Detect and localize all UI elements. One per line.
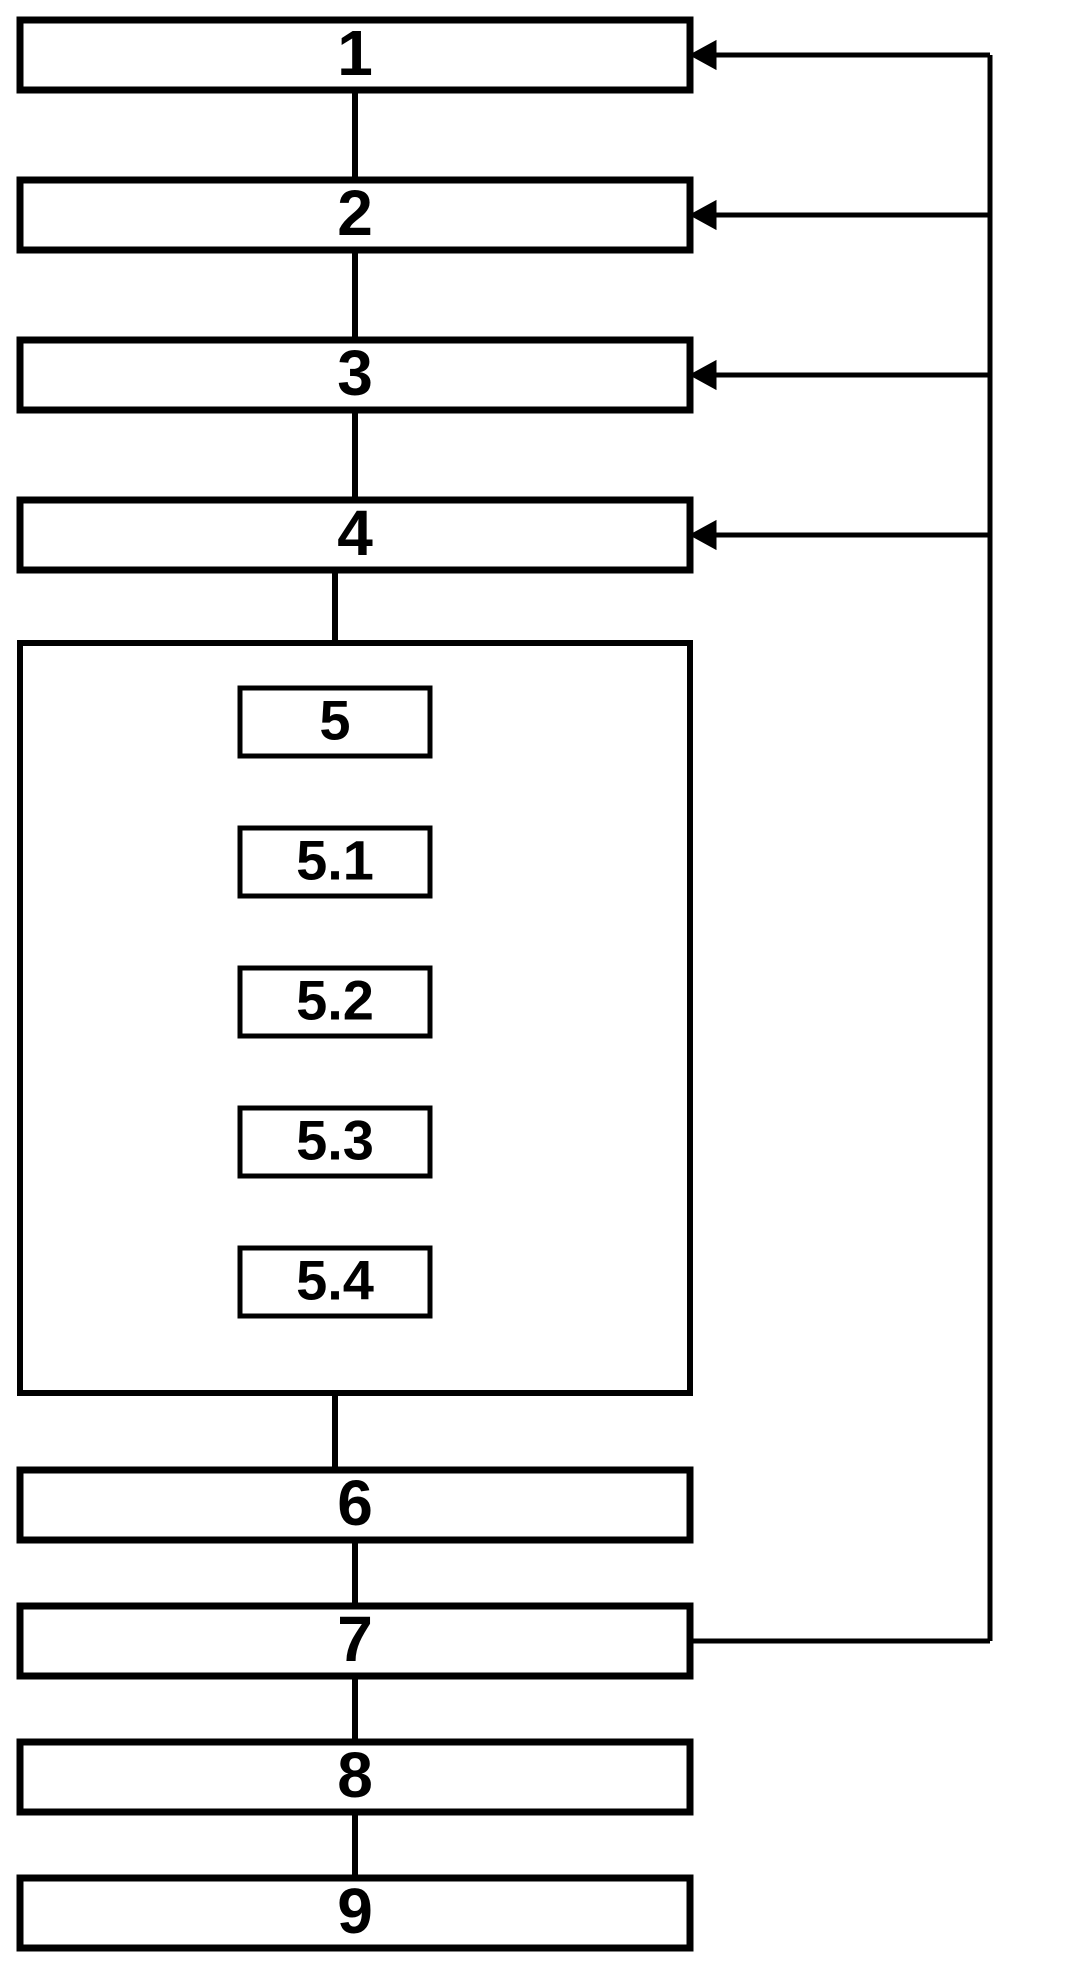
node-label-n8: 8 (337, 1739, 373, 1811)
node-label-n3: 3 (337, 337, 373, 409)
arrowhead-into-n1 (690, 41, 716, 70)
node-label-n1: 1 (337, 17, 373, 89)
node-label-n7: 7 (337, 1603, 373, 1675)
node-label-g5e: 5.4 (296, 1249, 374, 1312)
arrowhead-into-n4 (690, 521, 716, 550)
node-label-n6: 6 (337, 1467, 373, 1539)
node-label-g5c: 5.2 (296, 969, 374, 1032)
node-label-g5b: 5.1 (296, 829, 374, 892)
node-label-n2: 2 (337, 177, 373, 249)
node-label-n9: 9 (337, 1875, 373, 1947)
node-label-n4: 4 (337, 497, 373, 569)
arrowhead-into-n3 (690, 361, 716, 390)
arrowhead-into-n2 (690, 201, 716, 230)
flowchart-canvas: 1 2 3 4 5 5.1 5.2 5.3 5.4 6 7 8 9 (0, 0, 1083, 1967)
node-label-g5a: 5 (319, 689, 350, 752)
node-label-g5d: 5.3 (296, 1109, 374, 1172)
